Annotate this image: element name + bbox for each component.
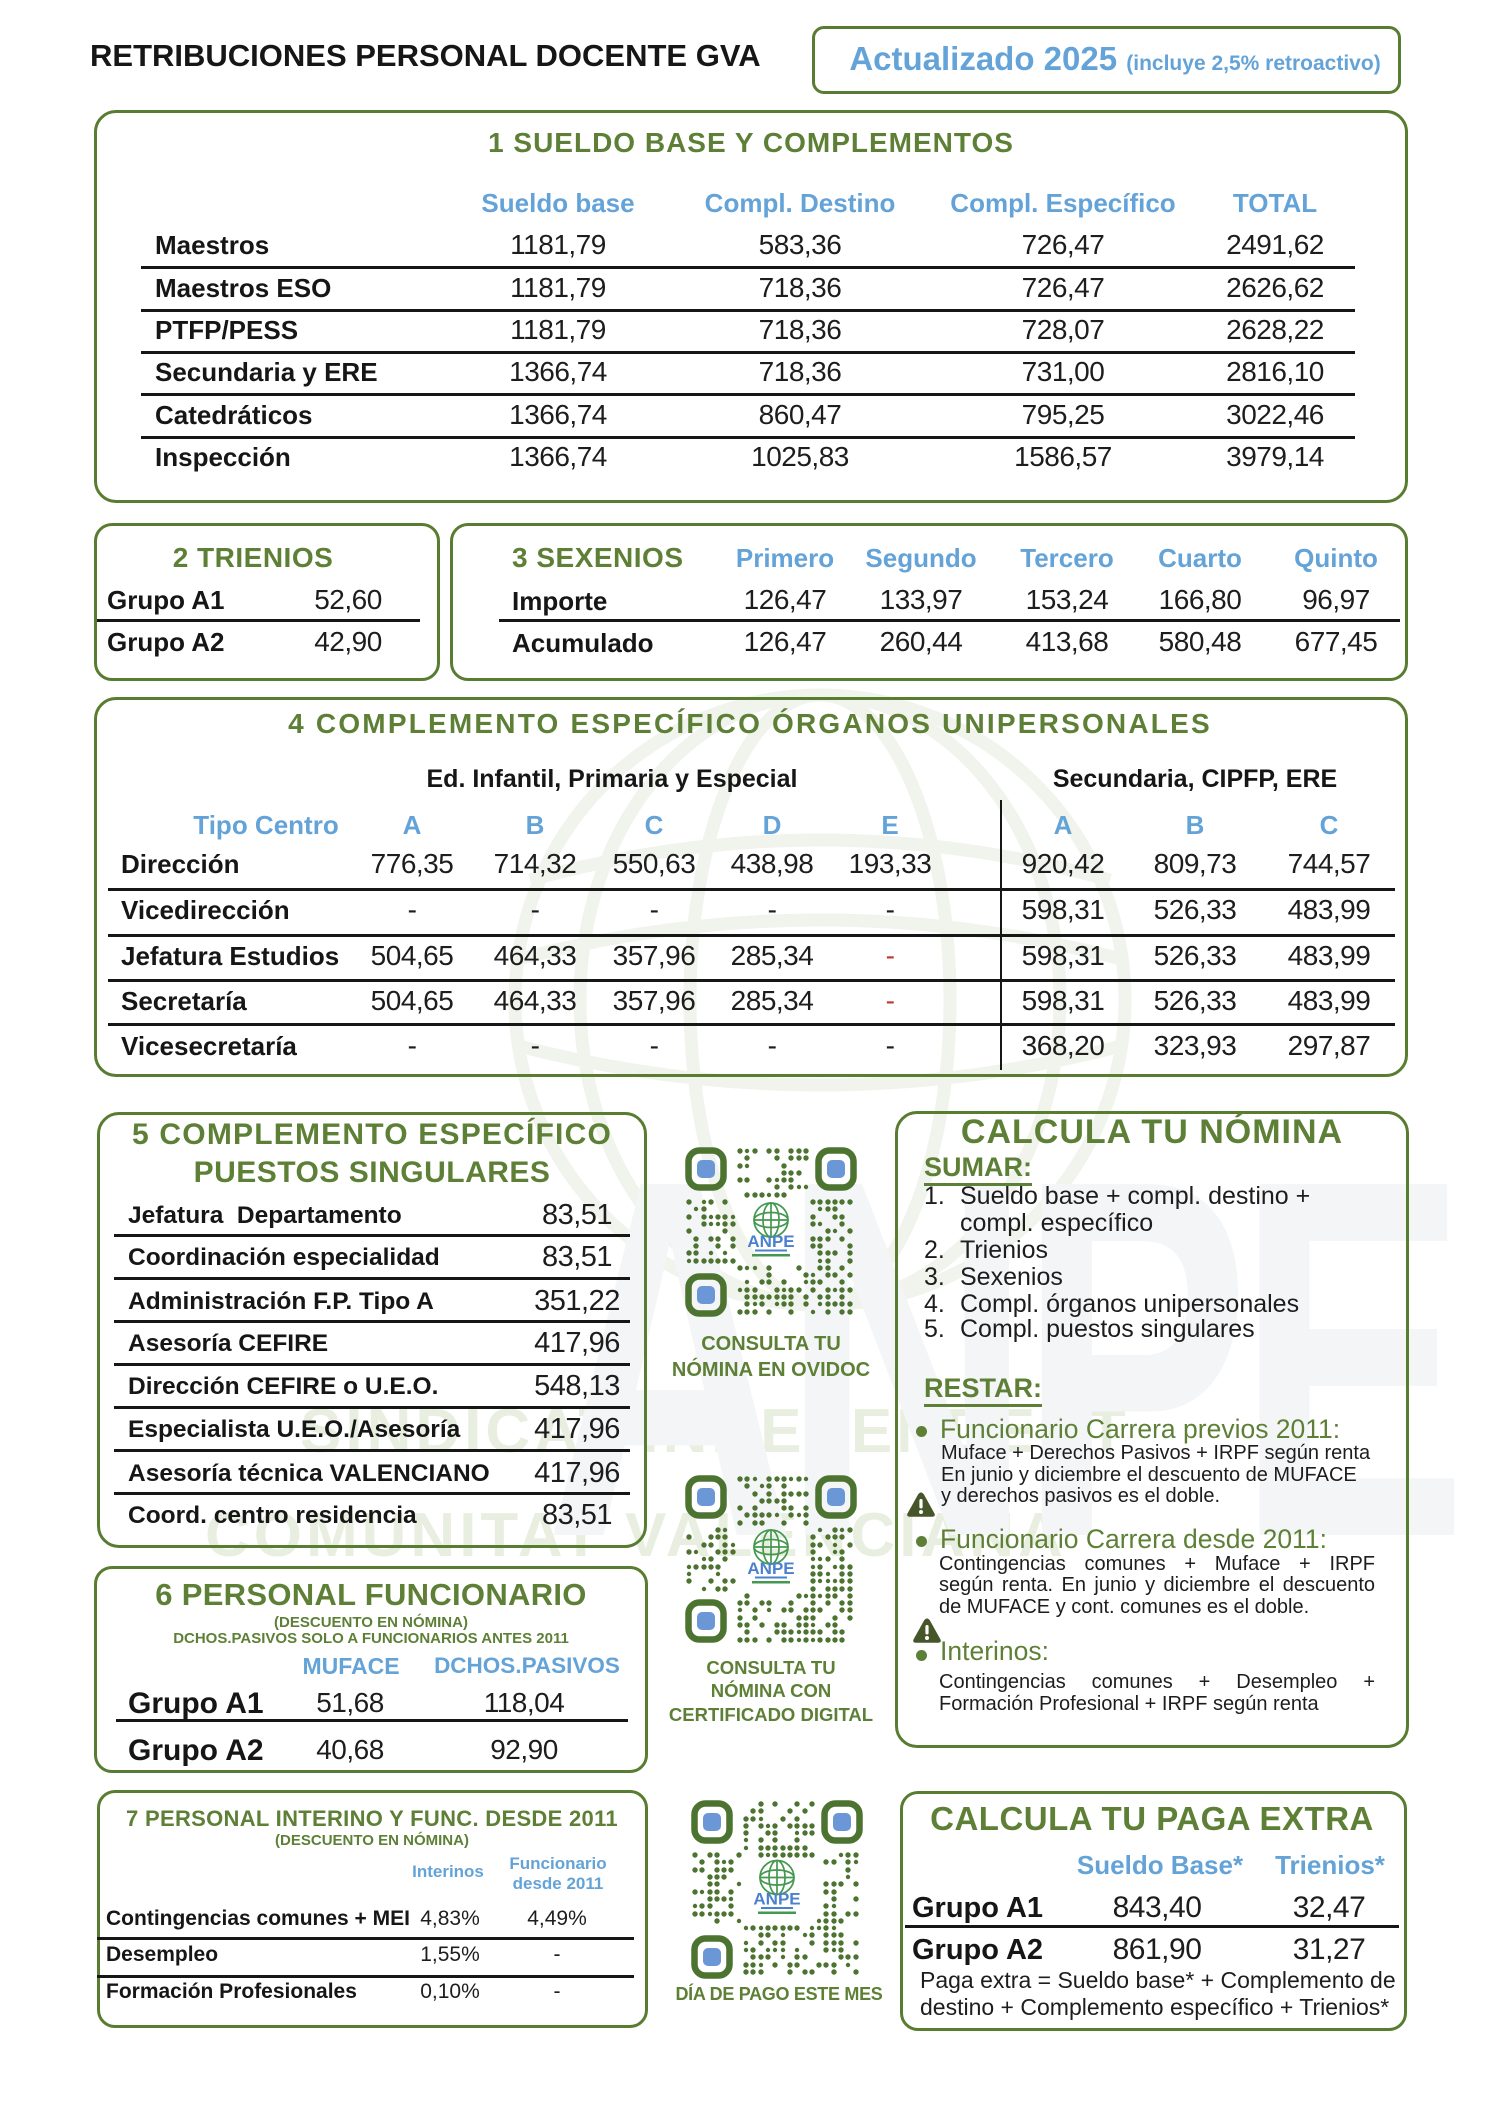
svg-text:ANPE: ANPE bbox=[753, 1890, 800, 1909]
svg-text:ANPE: ANPE bbox=[747, 1232, 794, 1251]
svg-text:ANPE: ANPE bbox=[747, 1559, 794, 1578]
svg-text:SINDICAT INDEPENDENT: SINDICAT INDEPENDENT bbox=[300, 1397, 1130, 1466]
